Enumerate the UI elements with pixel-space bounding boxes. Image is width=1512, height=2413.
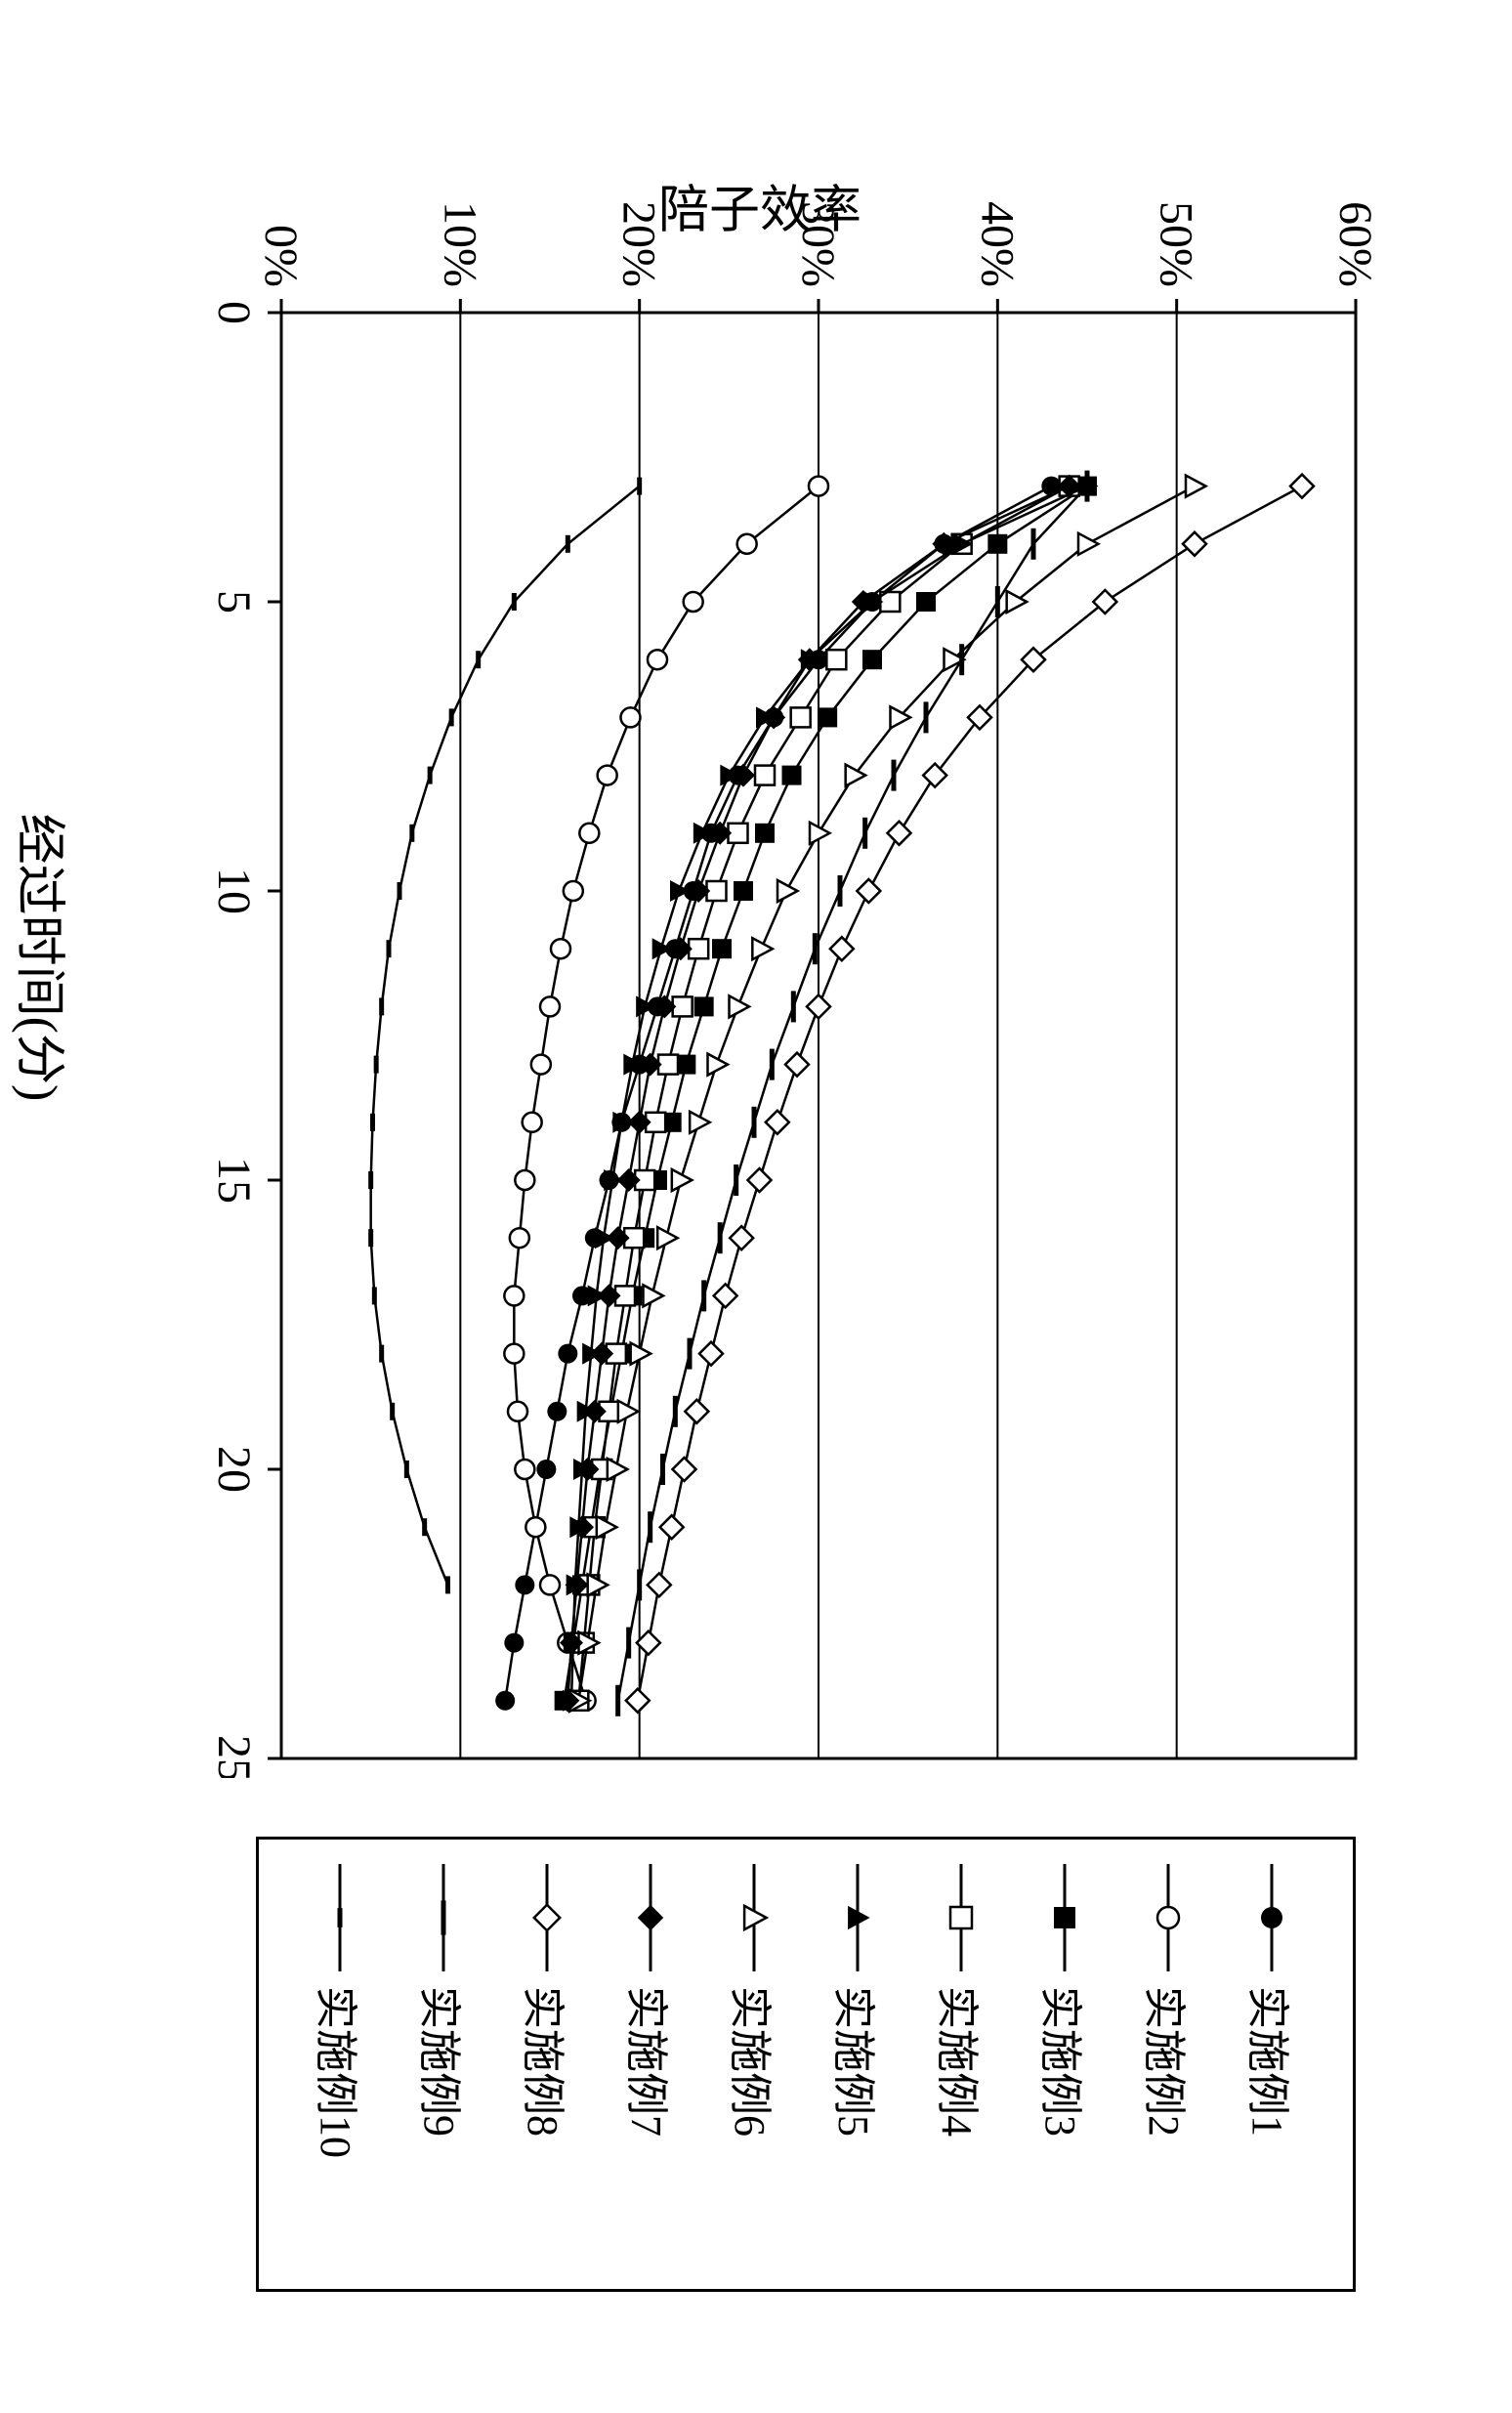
legend-marker <box>702 1859 806 1986</box>
y-axis-label: 陪子效率 <box>658 169 861 242</box>
svg-text:20%: 20% <box>613 201 665 287</box>
svg-text:40%: 40% <box>971 201 1023 287</box>
legend-marker <box>1116 1859 1220 1986</box>
legend-marker <box>909 1859 1013 1986</box>
legend-marker <box>1220 1859 1323 1986</box>
legend-label: 实施例1 <box>1240 1986 1303 2137</box>
legend-item: 实施例10 <box>288 1859 392 2269</box>
series-s10 <box>371 478 640 1594</box>
svg-text:20: 20 <box>208 1446 260 1493</box>
series-s9 <box>618 471 1087 1716</box>
svg-text:0%: 0% <box>255 225 307 287</box>
legend-item: 实施例9 <box>392 1859 495 2269</box>
legend-label: 实施例7 <box>619 1986 682 2137</box>
legend-label: 实施例10 <box>309 1986 371 2158</box>
rotated-chart-container: { "chart": { "type": "line", "background… <box>0 0 1512 2413</box>
legend-label: 实施例8 <box>516 1986 578 2137</box>
svg-text:10: 10 <box>208 868 260 914</box>
legend-marker <box>288 1859 392 1986</box>
series-s8 <box>626 475 1314 1713</box>
legend-item: 实施例1 <box>1220 1859 1323 2269</box>
legend-marker <box>1013 1859 1116 1986</box>
legend-item: 实施例6 <box>702 1859 806 2269</box>
page: { "chart": { "type": "line", "background… <box>0 0 1512 2413</box>
svg-text:0: 0 <box>208 301 260 324</box>
legend-label: 实施例9 <box>412 1986 475 2137</box>
svg-text:10%: 10% <box>434 201 485 287</box>
svg-text:60%: 60% <box>1329 201 1375 287</box>
legend-label: 实施例3 <box>1033 1986 1096 2137</box>
legend-item: 实施例8 <box>495 1859 599 2269</box>
legend-item: 实施例3 <box>1013 1859 1116 2269</box>
svg-text:25: 25 <box>208 1735 260 1778</box>
legend-label: 实施例5 <box>826 1986 889 2137</box>
legend-marker <box>806 1859 909 1986</box>
x-axis-label: 经过时间(分) <box>8 814 81 1102</box>
legend-marker <box>495 1859 599 1986</box>
legend-marker <box>599 1859 702 1986</box>
svg-text:50%: 50% <box>1151 201 1202 287</box>
legend-label: 实施例2 <box>1137 1986 1199 2137</box>
legend-item: 实施例5 <box>806 1859 909 2269</box>
legend-label: 实施例6 <box>723 1986 785 2137</box>
legend-label: 实施例4 <box>930 1986 992 2137</box>
legend-marker <box>392 1859 495 1986</box>
legend-item: 实施例2 <box>1116 1859 1220 2269</box>
svg-text:15: 15 <box>208 1157 260 1204</box>
legend-item: 实施例4 <box>909 1859 1013 2269</box>
chart-area: 陪子效率 经过时间(分) 0%10%20%30%40%50%60%0510152… <box>145 137 1375 1778</box>
legend-box: 实施例1 实施例2 实施例3 实施例4 实施例5 实施例6 实施例7 实施例8 实施例9 实施例1… <box>256 1837 1356 2292</box>
legend-item: 实施例7 <box>599 1859 702 2269</box>
svg-text:5: 5 <box>208 590 260 614</box>
chart-svg: 0%10%20%30%40%50%60%0510152025 <box>145 137 1375 1778</box>
